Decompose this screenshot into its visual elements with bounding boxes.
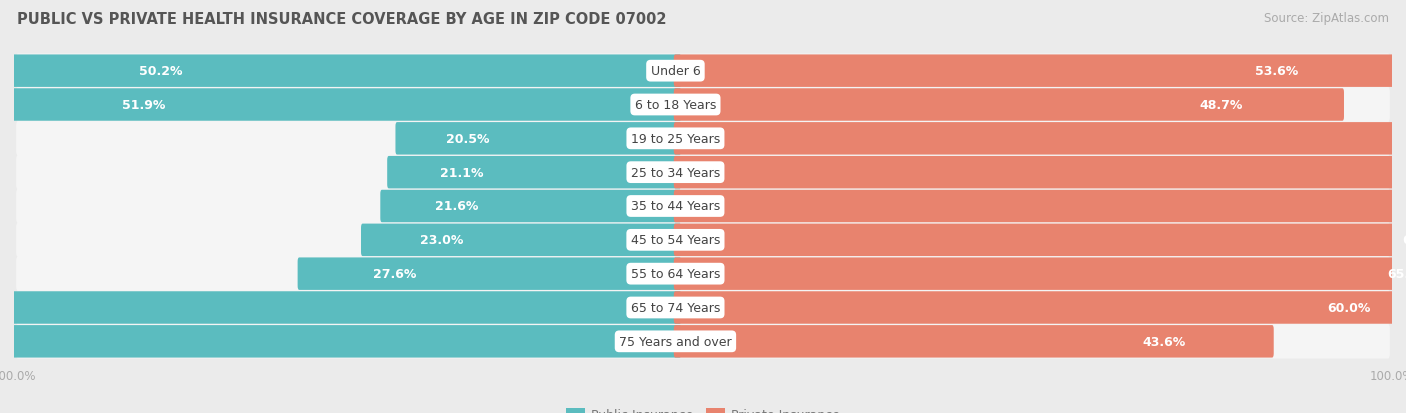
FancyBboxPatch shape xyxy=(15,324,1391,359)
FancyBboxPatch shape xyxy=(673,325,1274,358)
Text: 51.9%: 51.9% xyxy=(121,99,165,112)
Text: Source: ZipAtlas.com: Source: ZipAtlas.com xyxy=(1264,12,1389,25)
FancyBboxPatch shape xyxy=(387,157,682,189)
Text: 65.3%: 65.3% xyxy=(1388,268,1406,280)
FancyBboxPatch shape xyxy=(0,55,682,88)
Text: 23.0%: 23.0% xyxy=(420,234,464,247)
Text: 65 to 74 Years: 65 to 74 Years xyxy=(631,301,720,314)
FancyBboxPatch shape xyxy=(673,89,1344,121)
Text: 21.6%: 21.6% xyxy=(434,200,478,213)
FancyBboxPatch shape xyxy=(15,54,1391,89)
FancyBboxPatch shape xyxy=(15,156,1391,190)
Text: 55 to 64 Years: 55 to 64 Years xyxy=(631,268,720,280)
Text: 75 Years and over: 75 Years and over xyxy=(619,335,731,348)
FancyBboxPatch shape xyxy=(15,257,1391,291)
Text: 45 to 54 Years: 45 to 54 Years xyxy=(631,234,720,247)
Text: 6 to 18 Years: 6 to 18 Years xyxy=(634,99,716,112)
Text: PUBLIC VS PRIVATE HEALTH INSURANCE COVERAGE BY AGE IN ZIP CODE 07002: PUBLIC VS PRIVATE HEALTH INSURANCE COVER… xyxy=(17,12,666,27)
FancyBboxPatch shape xyxy=(395,123,682,155)
Text: 27.6%: 27.6% xyxy=(373,268,416,280)
Text: 20.5%: 20.5% xyxy=(446,133,489,145)
Text: 35 to 44 Years: 35 to 44 Years xyxy=(631,200,720,213)
FancyBboxPatch shape xyxy=(0,292,682,324)
Text: 25 to 34 Years: 25 to 34 Years xyxy=(631,166,720,179)
Text: 66.6%: 66.6% xyxy=(1402,234,1406,247)
FancyBboxPatch shape xyxy=(673,258,1406,290)
FancyBboxPatch shape xyxy=(0,89,682,121)
Text: 60.0%: 60.0% xyxy=(1327,301,1371,314)
FancyBboxPatch shape xyxy=(15,88,1391,123)
FancyBboxPatch shape xyxy=(361,224,682,256)
FancyBboxPatch shape xyxy=(673,123,1406,155)
FancyBboxPatch shape xyxy=(15,122,1391,156)
FancyBboxPatch shape xyxy=(298,258,682,290)
FancyBboxPatch shape xyxy=(0,325,682,358)
FancyBboxPatch shape xyxy=(673,157,1406,189)
Text: 21.1%: 21.1% xyxy=(440,166,484,179)
Text: Under 6: Under 6 xyxy=(651,65,700,78)
FancyBboxPatch shape xyxy=(15,189,1391,224)
FancyBboxPatch shape xyxy=(673,292,1406,324)
FancyBboxPatch shape xyxy=(673,55,1406,88)
Text: 43.6%: 43.6% xyxy=(1142,335,1185,348)
FancyBboxPatch shape xyxy=(673,190,1406,223)
Text: 19 to 25 Years: 19 to 25 Years xyxy=(631,133,720,145)
FancyBboxPatch shape xyxy=(15,290,1391,325)
FancyBboxPatch shape xyxy=(380,190,682,223)
Text: 53.6%: 53.6% xyxy=(1256,65,1299,78)
FancyBboxPatch shape xyxy=(673,224,1406,256)
FancyBboxPatch shape xyxy=(15,223,1391,257)
Text: 50.2%: 50.2% xyxy=(139,65,183,78)
Legend: Public Insurance, Private Insurance: Public Insurance, Private Insurance xyxy=(561,404,845,413)
Text: 48.7%: 48.7% xyxy=(1199,99,1243,112)
